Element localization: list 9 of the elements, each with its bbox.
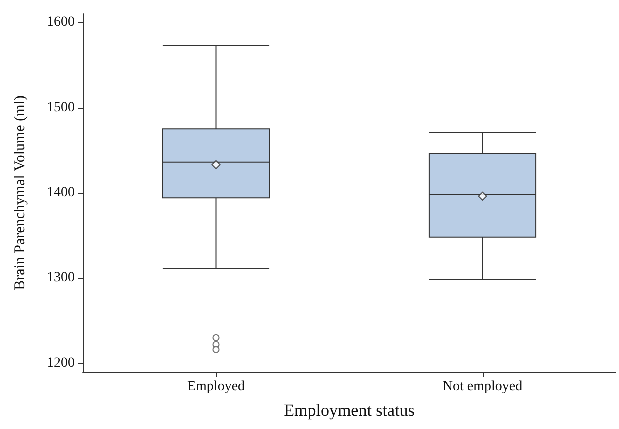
x-axis-title: Employment status [284,401,415,420]
x-tick-label: Not employed [442,380,523,394]
y-tick-label: 1500 [47,100,75,116]
y-axis-title: Brain Parenchymal Volume (ml) [12,96,28,290]
y-tick-label: 1300 [47,270,75,286]
y-tick-label: 1400 [47,186,75,200]
y-tick-label: 1600 [47,15,75,30]
x-tick-label: Employed [187,380,246,394]
y-tick-label: 1200 [47,356,75,371]
